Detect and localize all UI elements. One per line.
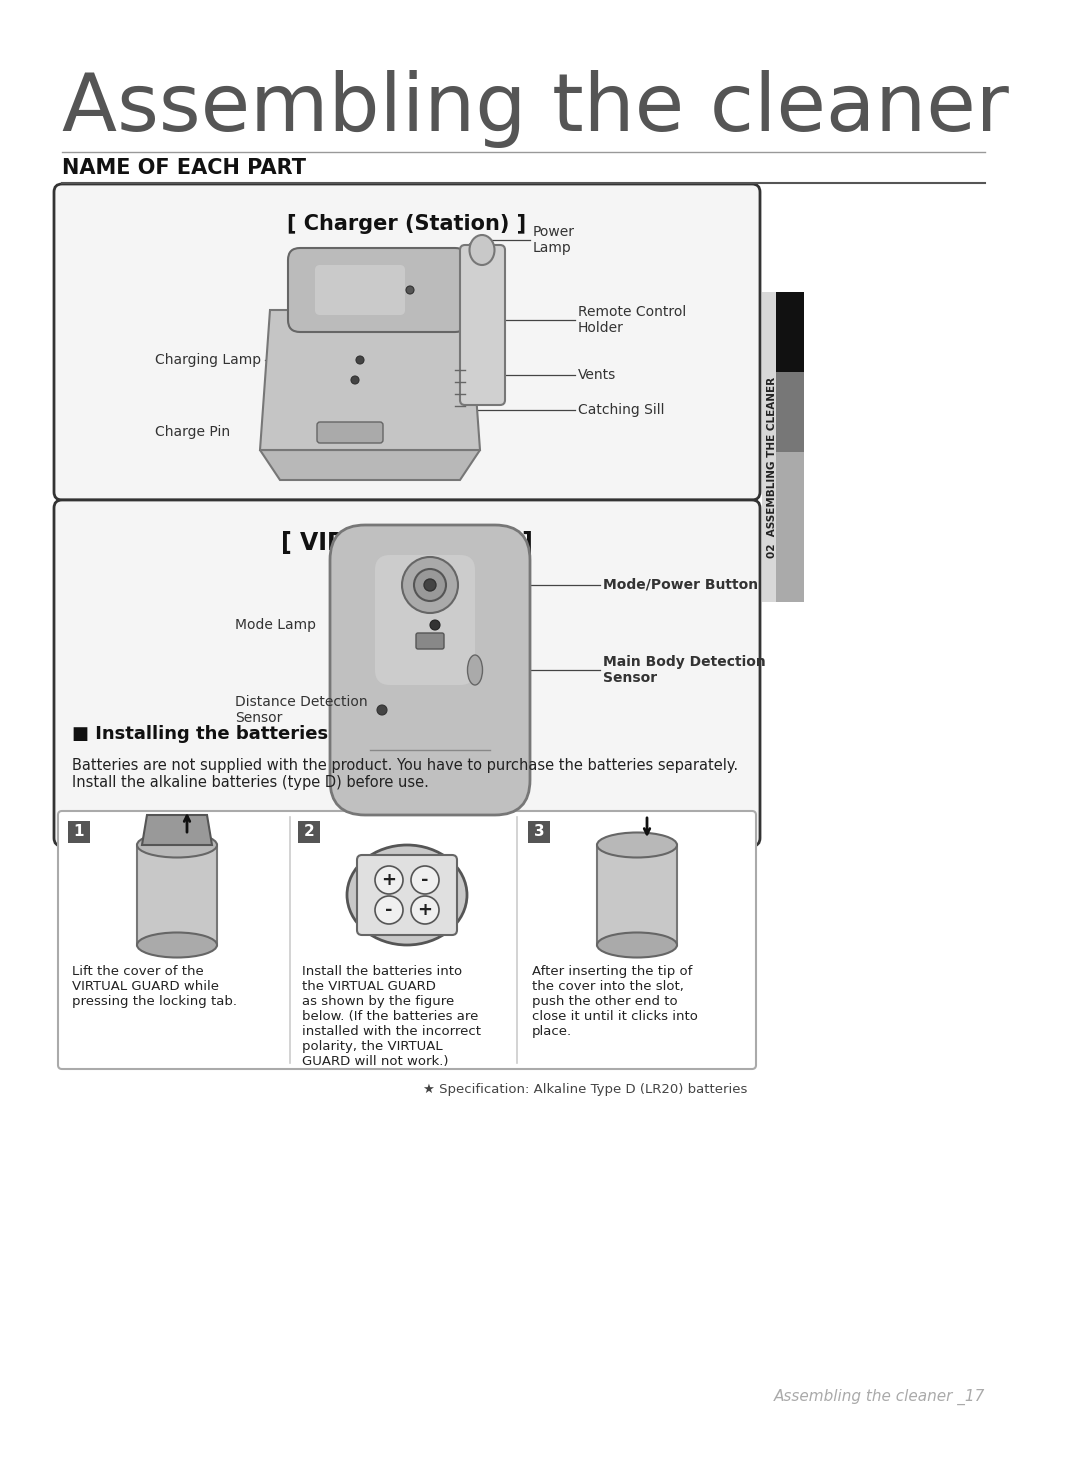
Text: [ VIRTUAL GUARD ]: [ VIRTUAL GUARD ] [281,530,532,555]
Circle shape [351,376,359,384]
Text: NAME OF EACH PART: NAME OF EACH PART [62,158,306,178]
Text: -: - [421,871,429,890]
Polygon shape [260,449,480,480]
Circle shape [375,896,403,924]
FancyBboxPatch shape [528,820,550,843]
Text: ■ Installing the batteries: ■ Installing the batteries [72,725,328,742]
FancyBboxPatch shape [298,820,320,843]
Text: Catching Sill: Catching Sill [578,404,664,417]
Text: 2: 2 [303,825,314,840]
Circle shape [356,356,364,364]
Ellipse shape [470,236,495,265]
Text: Charging Lamp: Charging Lamp [156,354,261,367]
Ellipse shape [347,846,467,946]
FancyBboxPatch shape [416,633,444,650]
Ellipse shape [597,832,677,857]
FancyBboxPatch shape [357,854,457,935]
FancyBboxPatch shape [330,524,530,815]
FancyBboxPatch shape [318,421,383,443]
Circle shape [411,866,438,894]
Circle shape [430,620,440,630]
Text: Mode/Power Button: Mode/Power Button [603,577,758,592]
FancyBboxPatch shape [68,820,90,843]
Text: 1: 1 [73,825,84,840]
Ellipse shape [468,655,483,685]
FancyBboxPatch shape [375,555,475,685]
Text: -: - [386,901,393,919]
Text: 3: 3 [534,825,544,840]
Text: 02  ASSEMBLING THE CLEANER: 02 ASSEMBLING THE CLEANER [767,377,777,558]
Circle shape [424,579,436,591]
Text: Power
Lamp: Power Lamp [534,225,575,255]
Bar [137,846,217,946]
Bar [597,846,677,946]
Bar [777,292,804,373]
Ellipse shape [137,932,217,957]
Text: Assembling the cleaner: Assembling the cleaner [62,71,1009,147]
Text: Install the batteries into
the VIRTUAL GUARD
as shown by the figure
below. (If t: Install the batteries into the VIRTUAL G… [302,965,481,1068]
Text: Distance Detection
Sensor: Distance Detection Sensor [235,695,367,725]
Polygon shape [141,815,212,846]
Text: Remote Control
Holder: Remote Control Holder [578,305,686,334]
Text: [ Charger (Station) ]: [ Charger (Station) ] [287,214,527,234]
Polygon shape [260,309,480,449]
FancyBboxPatch shape [54,499,760,846]
FancyBboxPatch shape [288,247,467,331]
Text: Charge Pin: Charge Pin [156,426,230,439]
Ellipse shape [597,932,677,957]
Bar [777,452,804,602]
Circle shape [411,896,438,924]
Circle shape [402,557,458,613]
Bar [762,292,789,602]
Circle shape [406,286,414,295]
FancyBboxPatch shape [315,265,405,315]
FancyBboxPatch shape [54,184,760,499]
Text: Vents: Vents [578,368,617,382]
Text: +: + [418,901,432,919]
Text: Lift the cover of the
VIRTUAL GUARD while
pressing the locking tab.: Lift the cover of the VIRTUAL GUARD whil… [72,965,237,1008]
Circle shape [377,706,387,714]
Text: Assembling the cleaner _17: Assembling the cleaner _17 [773,1389,985,1405]
Text: Batteries are not supplied with the product. You have to purchase the batteries : Batteries are not supplied with the prod… [72,759,738,791]
Circle shape [375,866,403,894]
Text: After inserting the tip of
the cover into the slot,
push the other end to
close : After inserting the tip of the cover int… [532,965,698,1038]
Text: Main Body Detection
Sensor: Main Body Detection Sensor [603,655,766,685]
Bar [777,373,804,452]
Text: Mode Lamp: Mode Lamp [235,619,316,632]
Text: ★ Specification: Alkaline Type D (LR20) batteries: ★ Specification: Alkaline Type D (LR20) … [422,1083,747,1096]
FancyBboxPatch shape [58,812,756,1069]
Circle shape [414,569,446,601]
FancyBboxPatch shape [460,245,505,405]
Ellipse shape [137,832,217,857]
Text: +: + [381,871,396,890]
